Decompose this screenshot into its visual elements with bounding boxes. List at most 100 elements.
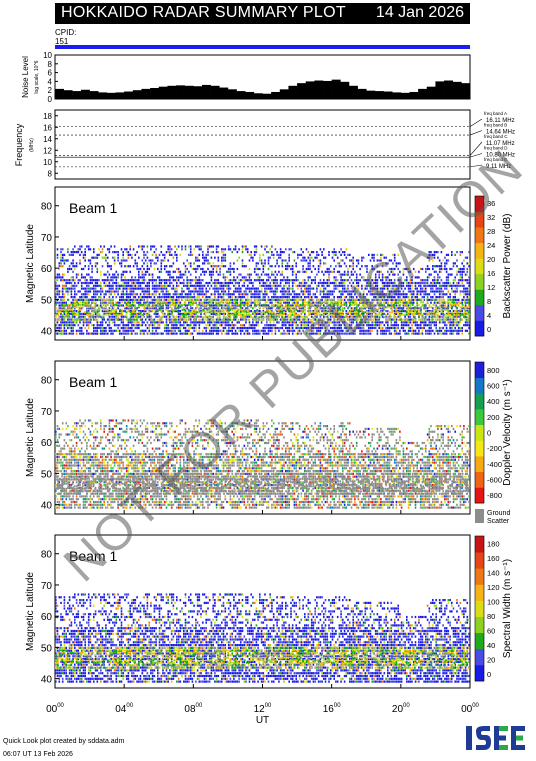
power-echo-cell (267, 326, 270, 330)
power-echo-cell (240, 310, 242, 313)
power-echo-cell (260, 273, 263, 276)
power-echo-cell (63, 318, 66, 321)
noise-bar (331, 79, 341, 99)
power-echo-cell (264, 248, 266, 251)
power-echo-cell (445, 326, 448, 330)
power-echo-cell (366, 265, 368, 268)
power-echo-cell (108, 290, 111, 293)
power-echo-cell (120, 248, 123, 251)
power-echo-cell (157, 290, 159, 293)
power-echo-cell (103, 326, 105, 330)
power-echo-cell (271, 287, 273, 290)
power-echo-cell (122, 298, 124, 301)
power-echo-cell (259, 293, 261, 296)
power-echo-cell (162, 290, 164, 293)
power-echo-cell (307, 310, 310, 313)
power-echo-cell (189, 284, 192, 287)
frequency-ylabel: Frequency (14, 123, 24, 166)
power-echo-cell (153, 326, 156, 330)
power-echo-cell (121, 308, 124, 311)
power-echo-cell (84, 290, 86, 293)
power-echo-cell (241, 298, 244, 301)
power-echo-cell (425, 279, 427, 282)
power-echo-cell (414, 329, 417, 332)
power-echo-cell (381, 329, 384, 332)
power-echo-cell (136, 284, 138, 287)
power-echo-cell (243, 308, 246, 311)
power-echo-cell (309, 332, 311, 335)
power-echo-cell (75, 303, 78, 306)
power-echo-cell (316, 301, 318, 304)
power-echo-cell (461, 262, 463, 265)
power-echo-cell (459, 284, 462, 287)
power-echo-cell (101, 326, 104, 330)
power-echo-cell (310, 310, 313, 313)
power-echo-cell (144, 273, 147, 276)
power-echo-cell (362, 276, 365, 279)
power-echo-cell (399, 281, 401, 285)
power-echo-cell (215, 287, 218, 290)
power-echo-cell (56, 256, 59, 259)
power-echo-cell (463, 259, 465, 262)
power-echo-cell (428, 293, 431, 296)
power-echo-cell (300, 298, 303, 301)
power-echo-cell (402, 293, 405, 296)
power-echo-cell (459, 321, 462, 324)
power-echo-cell (444, 301, 446, 304)
power-echo-cell (158, 306, 161, 309)
power-echo-cell (361, 265, 363, 268)
power-echo-cell (253, 245, 256, 248)
power-echo-cell (208, 321, 211, 324)
power-echo-cell (241, 316, 244, 319)
power-echo-cell (272, 293, 275, 296)
power-echo-cell (440, 262, 443, 265)
power-echo-cell (266, 293, 268, 296)
power-echo-cell (342, 329, 344, 332)
power-echo-cell (449, 293, 451, 296)
power-echo-cell (281, 326, 284, 330)
power-echo-cell (188, 293, 190, 296)
power-echo-cell (60, 332, 62, 335)
power-echo-cell (342, 332, 344, 335)
power-echo-cell (466, 296, 469, 299)
power-echo-cell (361, 296, 363, 299)
power-echo-cell (437, 251, 439, 254)
power-echo-cell (440, 293, 443, 296)
power-echo-cell (254, 318, 256, 321)
power-echo-cell (393, 284, 396, 287)
power-echo-cell (414, 270, 417, 273)
power-echo-cell (184, 296, 187, 299)
power-echo-cell (381, 307, 384, 310)
power-echo-cell (193, 290, 195, 293)
power-echo-cell (146, 301, 149, 304)
power-echo-cell (426, 310, 429, 313)
power-echo-cell (136, 326, 138, 330)
power-echo-cell (314, 296, 316, 299)
power-echo-cell (208, 262, 211, 265)
power-echo-cell (131, 321, 133, 324)
power-echo-cell (243, 311, 246, 314)
power-echo-cell (143, 301, 145, 304)
power-echo-cell (459, 273, 462, 276)
power-echo-cell (305, 296, 308, 299)
power-echo-cell (142, 303, 144, 306)
noise-bar (236, 91, 246, 99)
power-echo-cell (380, 321, 382, 324)
power-echo-cell (368, 321, 370, 324)
power-echo-cell (445, 262, 448, 265)
power-echo-cell (335, 329, 337, 332)
power-echo-cell (224, 253, 227, 256)
power-echo-cell (323, 284, 325, 287)
power-echo-cell (87, 281, 90, 285)
power-echo-cell (141, 287, 144, 290)
power-echo-cell (438, 310, 441, 313)
power-echo-cell (459, 270, 462, 273)
power-echo-cell (468, 324, 470, 327)
power-echo-cell (440, 251, 443, 254)
power-echo-cell (388, 304, 391, 307)
power-echo-cell (127, 321, 130, 324)
power-echo-cell (177, 301, 180, 304)
power-echo-cell (117, 253, 119, 256)
power-echo-cell (444, 284, 446, 287)
power-echo-cell (245, 303, 248, 306)
